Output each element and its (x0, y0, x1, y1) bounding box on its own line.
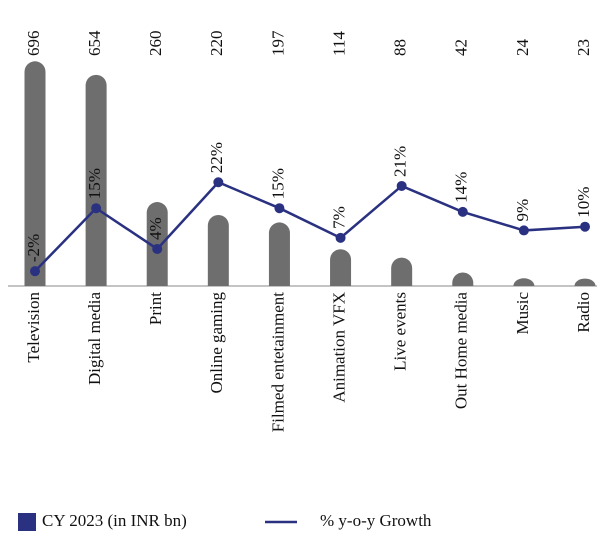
bar-value-label: 696 (24, 31, 43, 57)
bar-value-label: 220 (207, 31, 226, 57)
line-point (30, 266, 40, 277)
legend-label: CY 2023 (in INR bn) (42, 511, 187, 530)
x-tick-label: Television (24, 292, 43, 363)
x-tick-label: Live events (391, 292, 410, 371)
line-value-label: 9% (513, 199, 532, 222)
x-tick-label: Out Home media (452, 292, 471, 410)
line-point (335, 232, 346, 243)
bar (574, 278, 596, 286)
legend-swatch (18, 513, 36, 531)
line-value-label: 15% (85, 168, 104, 199)
x-tick-label: Print (146, 292, 165, 325)
line-point (91, 203, 102, 214)
bar (85, 74, 107, 286)
bar (513, 278, 535, 286)
line-point (274, 203, 285, 214)
x-tick-label: Music (513, 292, 532, 335)
line-value-label: -2% (24, 234, 43, 262)
x-tick-label: Online gaming (207, 292, 226, 394)
bar-value-label: 23 (574, 39, 593, 56)
line-value-label: 22% (207, 142, 226, 173)
line-point (580, 221, 590, 232)
bar (207, 214, 229, 286)
bar-value-label: 114 (329, 31, 348, 56)
bar-value-label: 654 (85, 30, 104, 56)
line-point (213, 177, 224, 188)
bar (452, 272, 474, 286)
line-point (518, 225, 529, 236)
bar-value-label: 260 (146, 31, 165, 57)
line-point (396, 180, 407, 191)
bar (391, 257, 413, 286)
x-tick-label: Radio (574, 292, 593, 333)
legend-label: % y-o-y Growth (320, 511, 432, 530)
line-value-label: 14% (452, 172, 471, 203)
x-tick-label: Filmed entetainment (268, 292, 287, 432)
line-value-label: 10% (574, 187, 593, 218)
bar (24, 61, 46, 286)
line-point (457, 206, 468, 217)
line-value-label: 4% (146, 217, 165, 240)
bar-value-label: 197 (268, 30, 287, 56)
bar (330, 249, 352, 286)
line-value-label: 21% (391, 146, 410, 177)
x-tick-label: Animation VFX (329, 292, 348, 403)
line (34, 180, 586, 273)
bar (268, 222, 290, 286)
line-point (152, 243, 163, 254)
bar-value-label: 42 (452, 39, 471, 56)
bar-value-label: 24 (513, 39, 532, 57)
line-value-label: 15% (268, 168, 287, 199)
line-value-label: 7% (329, 206, 348, 229)
bar-value-label: 88 (391, 39, 410, 56)
x-tick-label: Digital media (85, 292, 104, 385)
